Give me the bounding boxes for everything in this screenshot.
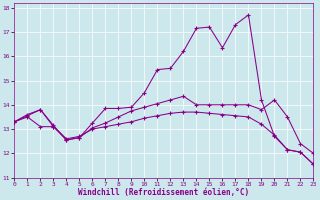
X-axis label: Windchill (Refroidissement éolien,°C): Windchill (Refroidissement éolien,°C) <box>78 188 250 197</box>
